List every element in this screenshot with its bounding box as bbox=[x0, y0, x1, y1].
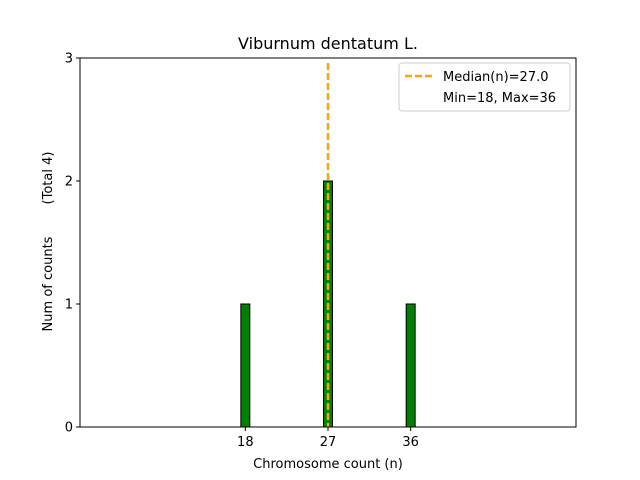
x-tick-label: 18 bbox=[237, 435, 254, 450]
x-axis-label: Chromosome count (n) bbox=[253, 457, 403, 472]
bar-36 bbox=[405, 303, 416, 428]
y-axis-total-label: (Total 4) bbox=[41, 152, 56, 205]
legend-box bbox=[398, 62, 571, 112]
x-tick-label: 27 bbox=[320, 435, 337, 450]
y-axis-label: Num of counts bbox=[41, 236, 56, 331]
y-tick-label: 3 bbox=[65, 52, 73, 67]
y-tick-label: 1 bbox=[65, 298, 73, 313]
y-tick-label: 0 bbox=[65, 421, 73, 436]
y-tick-label: 2 bbox=[65, 175, 73, 190]
legend-range-label: Min=18, Max=36 bbox=[443, 91, 556, 106]
legend-median-label: Median(n)=27.0 bbox=[443, 70, 549, 85]
legend: Median(n)=27.0 Min=18, Max=36 bbox=[398, 62, 571, 112]
chart-title: Viburnum dentatum L. bbox=[238, 34, 418, 53]
x-tick-label: 36 bbox=[402, 435, 419, 450]
bar-18 bbox=[240, 303, 251, 428]
